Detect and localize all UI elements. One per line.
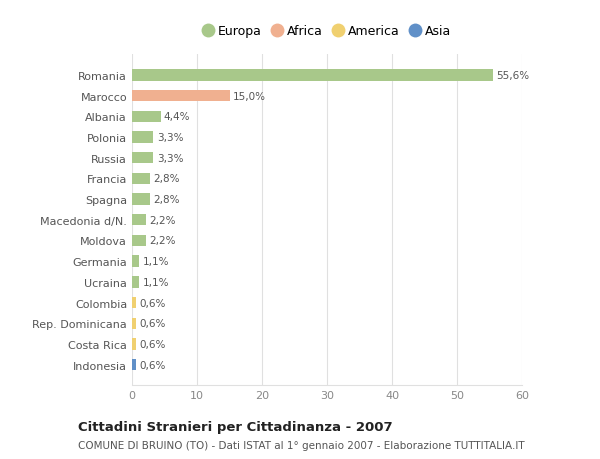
Bar bbox=[132, 277, 139, 288]
Bar bbox=[132, 132, 154, 143]
Text: 15,0%: 15,0% bbox=[233, 91, 266, 101]
Legend: Europa, Africa, America, Asia: Europa, Africa, America, Asia bbox=[199, 22, 455, 42]
Bar bbox=[132, 112, 161, 123]
Bar bbox=[132, 91, 229, 102]
Text: 1,1%: 1,1% bbox=[142, 277, 169, 287]
Text: 2,2%: 2,2% bbox=[149, 236, 176, 246]
Bar bbox=[132, 70, 493, 81]
Text: 0,6%: 0,6% bbox=[139, 360, 166, 370]
Text: 0,6%: 0,6% bbox=[139, 339, 166, 349]
Bar bbox=[132, 235, 146, 246]
Text: 2,8%: 2,8% bbox=[154, 195, 180, 205]
Text: 0,6%: 0,6% bbox=[139, 298, 166, 308]
Text: COMUNE DI BRUINO (TO) - Dati ISTAT al 1° gennaio 2007 - Elaborazione TUTTITALIA.: COMUNE DI BRUINO (TO) - Dati ISTAT al 1°… bbox=[78, 440, 524, 450]
Bar bbox=[132, 359, 136, 370]
Bar bbox=[132, 215, 146, 226]
Text: 2,2%: 2,2% bbox=[149, 215, 176, 225]
Bar bbox=[132, 297, 136, 308]
Bar bbox=[132, 256, 139, 267]
Text: 3,3%: 3,3% bbox=[157, 133, 183, 143]
Bar bbox=[132, 194, 150, 205]
Text: 4,4%: 4,4% bbox=[164, 112, 190, 122]
Text: Cittadini Stranieri per Cittadinanza - 2007: Cittadini Stranieri per Cittadinanza - 2… bbox=[78, 420, 392, 433]
Text: 2,8%: 2,8% bbox=[154, 174, 180, 184]
Bar bbox=[132, 174, 150, 185]
Bar bbox=[132, 153, 154, 164]
Text: 0,6%: 0,6% bbox=[139, 319, 166, 329]
Bar bbox=[132, 318, 136, 329]
Text: 55,6%: 55,6% bbox=[497, 71, 530, 81]
Text: 3,3%: 3,3% bbox=[157, 153, 183, 163]
Text: 1,1%: 1,1% bbox=[142, 257, 169, 267]
Bar bbox=[132, 339, 136, 350]
